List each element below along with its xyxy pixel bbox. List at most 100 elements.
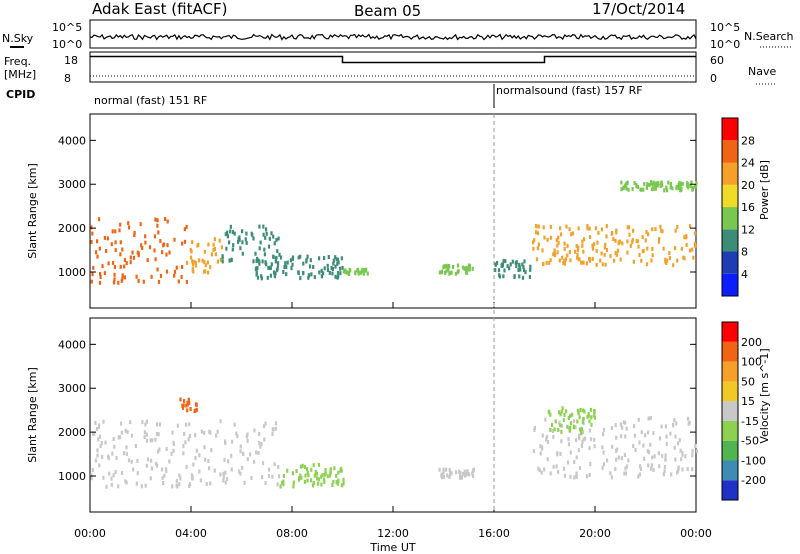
heatmap-cell bbox=[224, 470, 227, 475]
heatmap-cell bbox=[165, 447, 168, 451]
heatmap-cell bbox=[115, 455, 118, 460]
heatmap-cell bbox=[271, 474, 274, 479]
heatmap-cell bbox=[229, 229, 232, 234]
heatmap-cell bbox=[345, 269, 348, 274]
heatmap-cell bbox=[210, 252, 213, 257]
heatmap-cell bbox=[569, 450, 572, 455]
heatmap-cell bbox=[524, 270, 527, 275]
heatmap-cell bbox=[610, 231, 613, 236]
heatmap-cell bbox=[124, 428, 127, 433]
heatmap-cell bbox=[539, 451, 542, 456]
heatmap-cell bbox=[219, 257, 222, 262]
heatmap-cell bbox=[111, 229, 114, 234]
heatmap-cell bbox=[291, 255, 295, 260]
heatmap-cell bbox=[310, 272, 313, 277]
heatmap-cell bbox=[444, 271, 447, 275]
heatmap-cell bbox=[562, 261, 565, 265]
y-tick-label: 4000 bbox=[58, 338, 86, 351]
heatmap-cell bbox=[119, 240, 122, 245]
heatmap-cell bbox=[652, 468, 655, 473]
heatmap-cell bbox=[279, 255, 283, 260]
heatmap-cell bbox=[695, 449, 699, 454]
heatmap-cell bbox=[588, 473, 591, 477]
heatmap-cell bbox=[148, 245, 152, 250]
heatmap-cell bbox=[195, 402, 198, 407]
heatmap-cell bbox=[595, 262, 598, 267]
heatmap-cell bbox=[286, 260, 289, 265]
heatmap-cell bbox=[273, 241, 276, 246]
colorbar-segment bbox=[722, 229, 738, 252]
heatmap-cell bbox=[144, 483, 147, 488]
heatmap-cell bbox=[143, 430, 146, 435]
heatmap-cell bbox=[265, 227, 268, 232]
heatmap-cell bbox=[98, 434, 101, 439]
heatmap-cell bbox=[312, 480, 315, 485]
colorbar-segment bbox=[722, 460, 738, 481]
heatmap-cell bbox=[157, 230, 160, 235]
heatmap-cell bbox=[227, 459, 230, 464]
heatmap-cell bbox=[585, 261, 588, 266]
heatmap-cell bbox=[620, 180, 623, 185]
heatmap-cell bbox=[471, 471, 474, 476]
heatmap-cell bbox=[195, 407, 198, 412]
heatmap-cell bbox=[90, 225, 93, 230]
heatmap-cell bbox=[99, 272, 102, 276]
heatmap-cell bbox=[231, 439, 234, 444]
heatmap-cell bbox=[601, 465, 604, 470]
heatmap-cell bbox=[574, 425, 577, 430]
heatmap-cell bbox=[624, 466, 627, 471]
heatmap-cell bbox=[142, 279, 145, 284]
heatmap-cell bbox=[235, 431, 238, 436]
heatmap-cell bbox=[536, 246, 539, 251]
heatmap-cell bbox=[596, 240, 599, 245]
heatmap-cell bbox=[556, 243, 559, 248]
noise-left-label: N.Sky bbox=[2, 32, 34, 45]
heatmap-cell bbox=[691, 448, 694, 453]
heatmap-cell bbox=[650, 463, 653, 468]
heatmap-cell bbox=[191, 262, 195, 267]
heatmap-cell bbox=[361, 268, 364, 273]
heatmap-cell bbox=[265, 231, 268, 236]
heatmap-cell bbox=[170, 451, 173, 456]
heatmap-cell bbox=[339, 266, 342, 271]
heatmap-cell bbox=[650, 258, 653, 263]
heatmap-cell bbox=[335, 480, 338, 485]
heatmap-cell bbox=[619, 422, 622, 427]
heatmap-cell bbox=[332, 258, 335, 263]
heatmap-cell bbox=[134, 444, 137, 448]
heatmap-cell bbox=[438, 270, 441, 275]
heatmap-cell bbox=[661, 453, 664, 458]
heatmap-cell bbox=[678, 186, 681, 190]
heatmap-cell bbox=[320, 268, 323, 273]
heatmap-cell bbox=[528, 274, 531, 279]
heatmap-cell bbox=[238, 237, 241, 242]
heatmap-cell bbox=[676, 470, 679, 475]
heatmap-cell bbox=[272, 270, 276, 275]
heatmap-cell bbox=[680, 181, 683, 186]
heatmap-cell bbox=[502, 259, 505, 264]
heatmap-cell bbox=[465, 265, 468, 270]
heatmap-cell bbox=[472, 467, 476, 472]
heatmap-cell bbox=[621, 425, 624, 430]
heatmap-cell bbox=[209, 265, 212, 270]
heatmap-cell bbox=[207, 270, 210, 275]
heatmap-cell bbox=[297, 271, 300, 276]
heatmap-cell bbox=[111, 451, 114, 456]
heatmap-cell bbox=[518, 265, 521, 270]
heatmap-cell bbox=[689, 224, 692, 229]
heatmap-cell bbox=[112, 437, 115, 441]
heatmap-cell bbox=[121, 247, 124, 252]
colorbar-segment bbox=[722, 381, 738, 402]
heatmap-cell bbox=[144, 240, 147, 245]
heatmap-cell bbox=[112, 260, 115, 265]
heatmap-cell bbox=[548, 260, 551, 265]
heatmap-cell bbox=[222, 474, 225, 479]
heatmap-cell bbox=[357, 271, 360, 276]
heatmap-cell bbox=[207, 242, 210, 247]
heatmap-cell bbox=[282, 473, 285, 478]
heatmap-cell bbox=[221, 254, 224, 259]
heatmap-cell bbox=[259, 240, 262, 245]
heatmap-cell bbox=[327, 255, 330, 259]
x-tick-label: 16:00 bbox=[478, 527, 510, 540]
heatmap-cell bbox=[191, 268, 194, 273]
